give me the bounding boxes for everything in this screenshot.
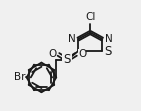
Text: Cl: Cl bbox=[85, 12, 95, 22]
Text: N: N bbox=[68, 34, 76, 44]
Text: O: O bbox=[48, 49, 56, 59]
Text: S: S bbox=[64, 53, 71, 66]
Text: N: N bbox=[105, 34, 113, 44]
Text: O: O bbox=[78, 49, 86, 59]
Text: Br: Br bbox=[14, 72, 25, 82]
Text: S: S bbox=[105, 45, 112, 58]
